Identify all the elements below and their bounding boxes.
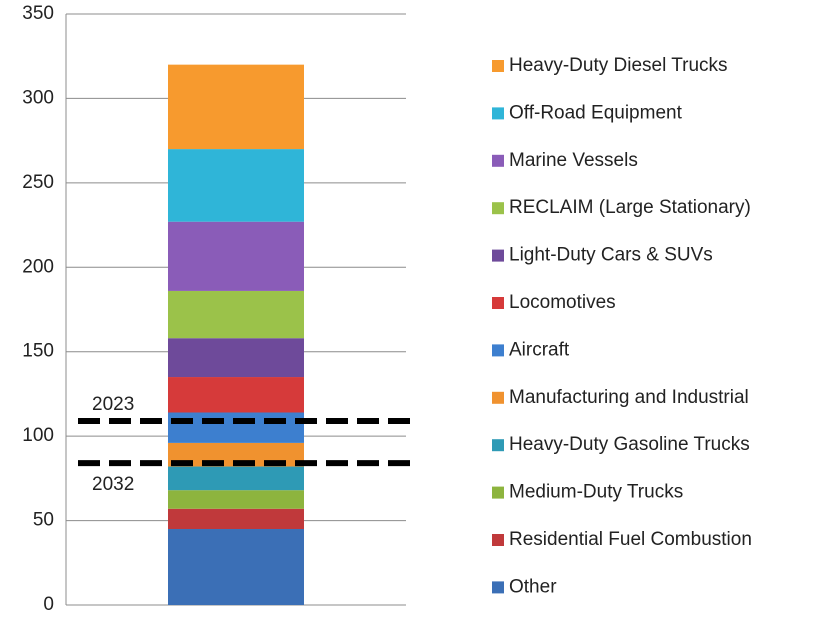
bar-segment	[168, 149, 304, 222]
bar-segment	[168, 338, 304, 378]
legend-swatch	[492, 107, 504, 120]
legend-label: RECLAIM (Large Stationary)	[509, 197, 751, 218]
bar-segment	[168, 377, 304, 413]
legend-swatch	[492, 297, 504, 309]
bar-segment	[168, 412, 304, 443]
y-tick-label: 50	[33, 510, 54, 531]
y-tick-label: 250	[22, 172, 54, 193]
legend-swatch	[492, 202, 504, 215]
y-tick-label: 200	[22, 256, 54, 277]
y-tick-label: 300	[22, 87, 54, 108]
legend-label: Manufacturing and Industrial	[509, 387, 749, 408]
legend-label: Off-Road Equipment	[509, 102, 683, 123]
y-tick-label: 150	[22, 341, 54, 362]
legend-swatch	[492, 486, 504, 499]
legend-swatch	[492, 534, 504, 546]
bar-segment	[168, 466, 304, 491]
legend-swatch	[492, 581, 504, 594]
bar-segment	[168, 64, 304, 150]
reference-label: 2023	[92, 394, 134, 415]
legend-label: Medium-Duty Trucks	[509, 482, 683, 503]
bar-segment	[168, 508, 304, 530]
bar-segment	[168, 529, 304, 605]
legend-label: Other	[509, 576, 557, 597]
legend-label: Heavy-Duty Gasoline Trucks	[509, 434, 750, 455]
legend-swatch	[492, 60, 504, 72]
legend-label: Heavy-Duty Diesel Trucks	[509, 55, 728, 76]
y-tick-label: 350	[22, 3, 54, 24]
legend-swatch	[492, 154, 504, 167]
legend-swatch	[492, 391, 504, 404]
bar-segment	[168, 221, 304, 291]
reference-label: 2032	[92, 474, 134, 495]
legend-swatch	[492, 344, 504, 357]
legend-label: Marine Vessels	[509, 150, 638, 171]
legend-swatch	[492, 249, 504, 262]
bar-segment	[168, 490, 304, 509]
y-tick-label: 100	[22, 425, 54, 446]
legend-label: Locomotives	[509, 292, 616, 313]
legend-label: Residential Fuel Combustion	[509, 529, 752, 550]
y-tick-label: 0	[43, 594, 54, 615]
legend-label: Aircraft	[509, 339, 570, 360]
legend-swatch	[492, 439, 504, 452]
bar-segment	[168, 290, 304, 339]
legend-label: Light-Duty Cars & SUVs	[509, 245, 713, 266]
